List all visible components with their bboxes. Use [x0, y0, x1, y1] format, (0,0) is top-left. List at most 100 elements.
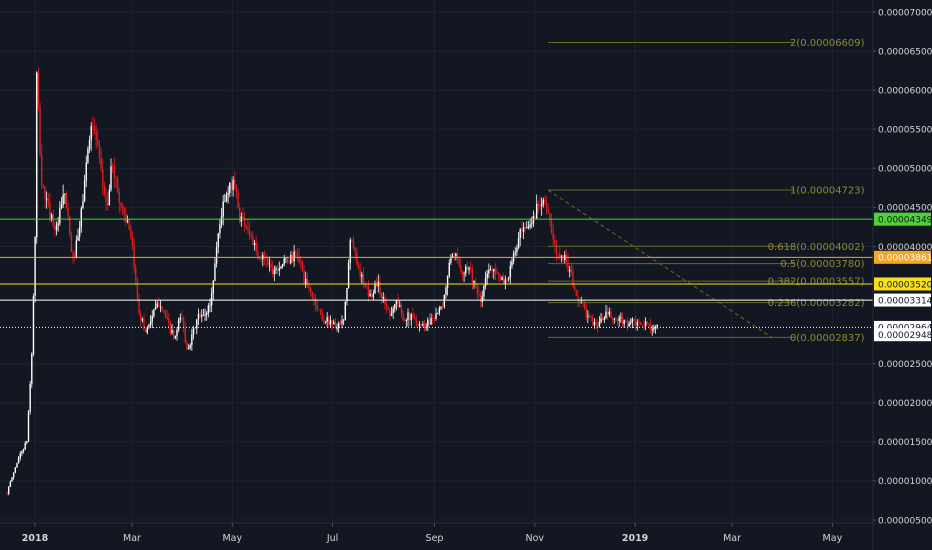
time-axis[interactable]: 2018 Mar May Jul Sep Nov 2019 Mar May: [22, 523, 843, 544]
horizontal-lines[interactable]: [0, 218, 873, 328]
candle-body-130: [220, 216, 223, 225]
candle-body-372: [620, 317, 622, 319]
candle-body-252: [422, 324, 424, 326]
price-axis[interactable]: 0.00007000 0.00006500 0.00006000 0.00005500…: [873, 8, 932, 526]
candle-body-108: [184, 327, 186, 343]
candle-body-201: [338, 323, 340, 328]
candle-body-52: [92, 126, 94, 128]
candle-body-292: [488, 269, 490, 274]
candle-body-64: [111, 166, 114, 167]
candle-body-246: [412, 314, 414, 317]
candle-body-34: [62, 194, 64, 205]
candle-body-282: [471, 269, 474, 283]
candle-body-118: [201, 315, 203, 317]
candle-body-113: [192, 328, 195, 335]
candle-body-88: [151, 315, 153, 322]
candle-body-384: [639, 322, 642, 325]
candle-body-78: [135, 267, 137, 280]
candle-body-117: [199, 313, 201, 317]
candle-body-102: [174, 336, 177, 339]
candle-body-224: [375, 284, 378, 287]
y-tick-label-4: 0.00005000: [878, 165, 932, 175]
candle-body-248: [415, 319, 417, 325]
candle-body-194: [326, 317, 328, 322]
candle-body-127: [215, 247, 218, 264]
candle-body-382: [636, 322, 639, 326]
x-tick-label-3: Jul: [326, 533, 338, 544]
x-tick-label-4: Sep: [426, 533, 444, 544]
candle-body-139: [235, 184, 238, 192]
candle-body-2: [9, 481, 12, 487]
price-tag-0: [874, 328, 931, 342]
candle-body-283: [473, 280, 475, 283]
candle-body-340: [567, 261, 569, 272]
candle-body-185: [311, 292, 314, 298]
candle-body-383: [638, 322, 640, 324]
candle-body-385: [641, 324, 644, 326]
price-badge-label-2: 0.00003520: [878, 280, 932, 290]
candle-body-195: [328, 317, 330, 325]
candle-body-344: [573, 286, 576, 291]
candle-body-293: [489, 269, 492, 271]
candle-body-219: [367, 286, 370, 297]
fibonacci-retracement[interactable]: 2(0.00006609) 1(0.00004723) 0.618(0.000040…: [547, 38, 865, 344]
candle-body-244: [408, 312, 411, 321]
candle-body-247: [413, 316, 416, 320]
x-tick-label-5: Nov: [526, 533, 545, 544]
candle-body-70: [121, 205, 124, 207]
candle-body-168: [283, 258, 285, 264]
candle-body-97: [166, 316, 168, 319]
candle-body-32: [59, 208, 61, 224]
candle-body-358: [597, 324, 599, 327]
candle-body-236: [395, 300, 398, 304]
candle-body-276: [461, 271, 464, 274]
candle-body-227: [380, 293, 383, 299]
candle-body-278: [465, 266, 467, 274]
candle-body-356: [593, 321, 596, 326]
candle-body-23: [44, 186, 46, 200]
candle-body-355: [592, 317, 594, 326]
candle-body-35: [64, 193, 66, 195]
candle-body-149: [252, 235, 254, 246]
candle-body-321: [536, 204, 538, 219]
candle-body-45: [80, 208, 83, 228]
candle-body-300: [501, 277, 503, 281]
candle-body-128: [217, 233, 219, 248]
candle-body-173: [291, 254, 294, 262]
candle-body-107: [182, 317, 185, 328]
candle-body-345: [575, 290, 578, 296]
candle-body-394: [656, 324, 658, 327]
x-tick-label-1: Mar: [123, 533, 141, 544]
candle-body-8: [19, 453, 21, 458]
candle-body-329: [549, 213, 551, 221]
candle-body-289: [483, 286, 485, 297]
candle-body-299: [499, 274, 502, 281]
candle-body-257: [430, 317, 432, 325]
candle-body-96: [164, 312, 167, 317]
candle-body-90: [154, 307, 157, 310]
candle-body-315: [526, 227, 528, 229]
price-badge-2: [874, 277, 931, 291]
candle-body-76: [131, 236, 134, 246]
candle-body-242: [405, 320, 408, 321]
fib-trend-line[interactable]: [547, 189, 772, 338]
candle-body-37: [67, 208, 69, 217]
candle-body-112: [191, 334, 193, 345]
candle-body-339: [565, 255, 568, 262]
candle-body-183: [308, 285, 310, 289]
candle-body-166: [280, 266, 282, 269]
y-tick-label-11: 0.00000500: [878, 516, 932, 526]
price-badge-1: [874, 250, 931, 264]
candle-body-54: [95, 130, 97, 141]
y-tick-label-6: 0.00004000: [878, 243, 932, 253]
candle-body-251: [420, 324, 422, 326]
candle-body-241: [404, 320, 406, 322]
candle-body-17: [34, 237, 36, 297]
candle-body-38: [69, 216, 71, 235]
candle-body-28: [52, 214, 54, 226]
candle-body-22: [42, 185, 45, 187]
candle-body-290: [484, 278, 487, 287]
candle-body-303: [506, 279, 508, 281]
candle-body-309: [516, 248, 518, 253]
